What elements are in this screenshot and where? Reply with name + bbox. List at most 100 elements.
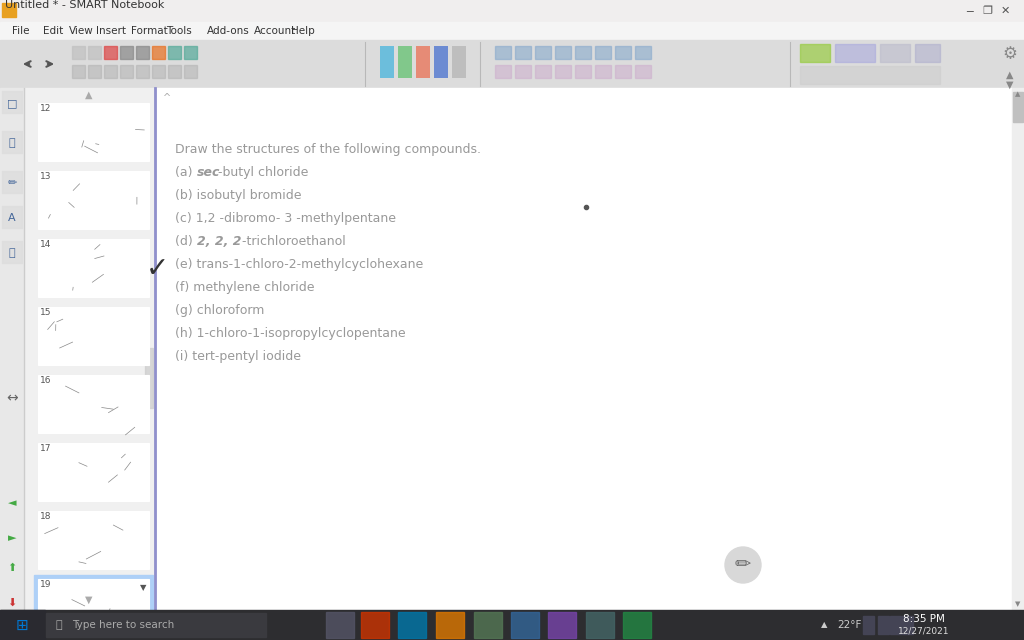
Text: Tools: Tools [166, 26, 191, 36]
Bar [416, 46, 430, 78]
Text: 14: 14 [40, 240, 51, 249]
Text: ✏: ✏ [7, 178, 16, 188]
Text: ✏: ✏ [735, 556, 752, 575]
Bar [38, 307, 150, 365]
Bar [623, 612, 651, 638]
Text: ▲: ▲ [85, 90, 93, 100]
Text: Type here to search: Type here to search [72, 620, 174, 630]
Text: (h) 1-chloro-1-isopropylcyclopentane: (h) 1-chloro-1-isopropylcyclopentane [175, 327, 406, 340]
Text: Help: Help [291, 26, 314, 36]
Text: Insert: Insert [96, 26, 126, 36]
Bar [474, 612, 502, 638]
Bar [436, 612, 464, 638]
Text: 18: 18 [40, 512, 51, 521]
Bar [380, 46, 394, 78]
Bar [104, 46, 117, 59]
Bar [586, 612, 614, 638]
Bar [434, 46, 449, 78]
Bar [38, 511, 150, 569]
Text: ❐: ❐ [982, 6, 992, 16]
Text: (d): (d) [175, 235, 197, 248]
Text: 🔧: 🔧 [8, 248, 15, 258]
Bar [0, 0, 1024, 22]
Text: Draw the structures of the following compounds.: Draw the structures of the following com… [175, 143, 481, 156]
Bar [575, 46, 591, 59]
Bar [88, 46, 101, 59]
Text: ⊞: ⊞ [15, 618, 29, 632]
Bar [155, 88, 1012, 610]
Text: -butyl chloride: -butyl chloride [214, 166, 309, 179]
Text: Untitled * - SMART Notebook: Untitled * - SMART Notebook [5, 0, 165, 10]
Bar [152, 65, 165, 78]
Bar [890, 616, 901, 634]
Text: sec: sec [197, 166, 220, 179]
Text: Add-ons: Add-ons [207, 26, 250, 36]
Bar [835, 44, 874, 62]
Bar [0, 610, 45, 640]
Bar [38, 579, 150, 637]
Text: ▼: ▼ [139, 583, 146, 592]
Bar [361, 612, 389, 638]
Text: ▲: ▲ [1007, 70, 1014, 80]
Bar [168, 46, 181, 59]
Bar [24, 88, 155, 610]
Bar [0, 610, 1024, 640]
Circle shape [725, 547, 761, 583]
Bar [595, 46, 611, 59]
Bar [0, 22, 1024, 40]
Bar [548, 612, 575, 638]
Bar [1012, 88, 1024, 610]
Bar [595, 65, 611, 78]
Bar [152, 46, 165, 59]
Text: ▲: ▲ [821, 621, 827, 630]
Bar [575, 65, 591, 78]
Bar [2, 171, 22, 193]
Text: Auto-hide: Auto-hide [35, 613, 82, 623]
Text: 🔍: 🔍 [55, 620, 61, 630]
Bar [120, 65, 133, 78]
Bar [184, 46, 197, 59]
Bar [38, 239, 150, 297]
Bar [72, 46, 85, 59]
Text: (g) chloroform: (g) chloroform [175, 304, 264, 317]
Text: 19: 19 [40, 580, 51, 589]
Text: 17: 17 [40, 444, 51, 453]
Bar [2, 206, 22, 228]
Bar [535, 65, 551, 78]
Bar [120, 46, 133, 59]
Text: (e) trans-1-chloro-2-methylcyclohexane: (e) trans-1-chloro-2-methylcyclohexane [175, 258, 423, 271]
Text: Format: Format [131, 26, 168, 36]
Bar [38, 171, 150, 229]
Bar [88, 65, 101, 78]
Bar [515, 65, 531, 78]
Bar [145, 348, 153, 408]
Text: ◄: ◄ [8, 498, 16, 508]
Text: ⚙: ⚙ [1002, 45, 1018, 63]
Text: 15: 15 [40, 308, 51, 317]
Text: 8:35 PM: 8:35 PM [903, 614, 945, 624]
Text: 22°F: 22°F [837, 620, 861, 630]
Text: File: File [12, 26, 30, 36]
Text: □: □ [7, 98, 17, 108]
Text: (b) isobutyl bromide: (b) isobutyl bromide [175, 189, 301, 202]
Bar [38, 103, 150, 161]
Text: ↔: ↔ [6, 391, 17, 405]
Text: (c) 1,2 -dibromo- 3 -methylpentane: (c) 1,2 -dibromo- 3 -methylpentane [175, 212, 396, 225]
Bar [863, 616, 874, 634]
Text: ▼: ▼ [85, 595, 93, 605]
Text: 12: 12 [40, 104, 51, 113]
Text: ▼: ▼ [1016, 601, 1021, 607]
Text: ✓: ✓ [145, 255, 169, 283]
Text: (i) tert-pentyl iodide: (i) tert-pentyl iodide [175, 350, 301, 363]
Bar [184, 65, 197, 78]
Bar [515, 46, 531, 59]
Bar [800, 66, 940, 84]
Bar [495, 46, 511, 59]
Bar [0, 40, 1024, 88]
Text: View: View [69, 26, 93, 36]
Bar [136, 46, 150, 59]
Bar [0, 88, 24, 610]
Text: Edit: Edit [43, 26, 63, 36]
Bar [880, 44, 910, 62]
Text: 16: 16 [40, 376, 51, 385]
